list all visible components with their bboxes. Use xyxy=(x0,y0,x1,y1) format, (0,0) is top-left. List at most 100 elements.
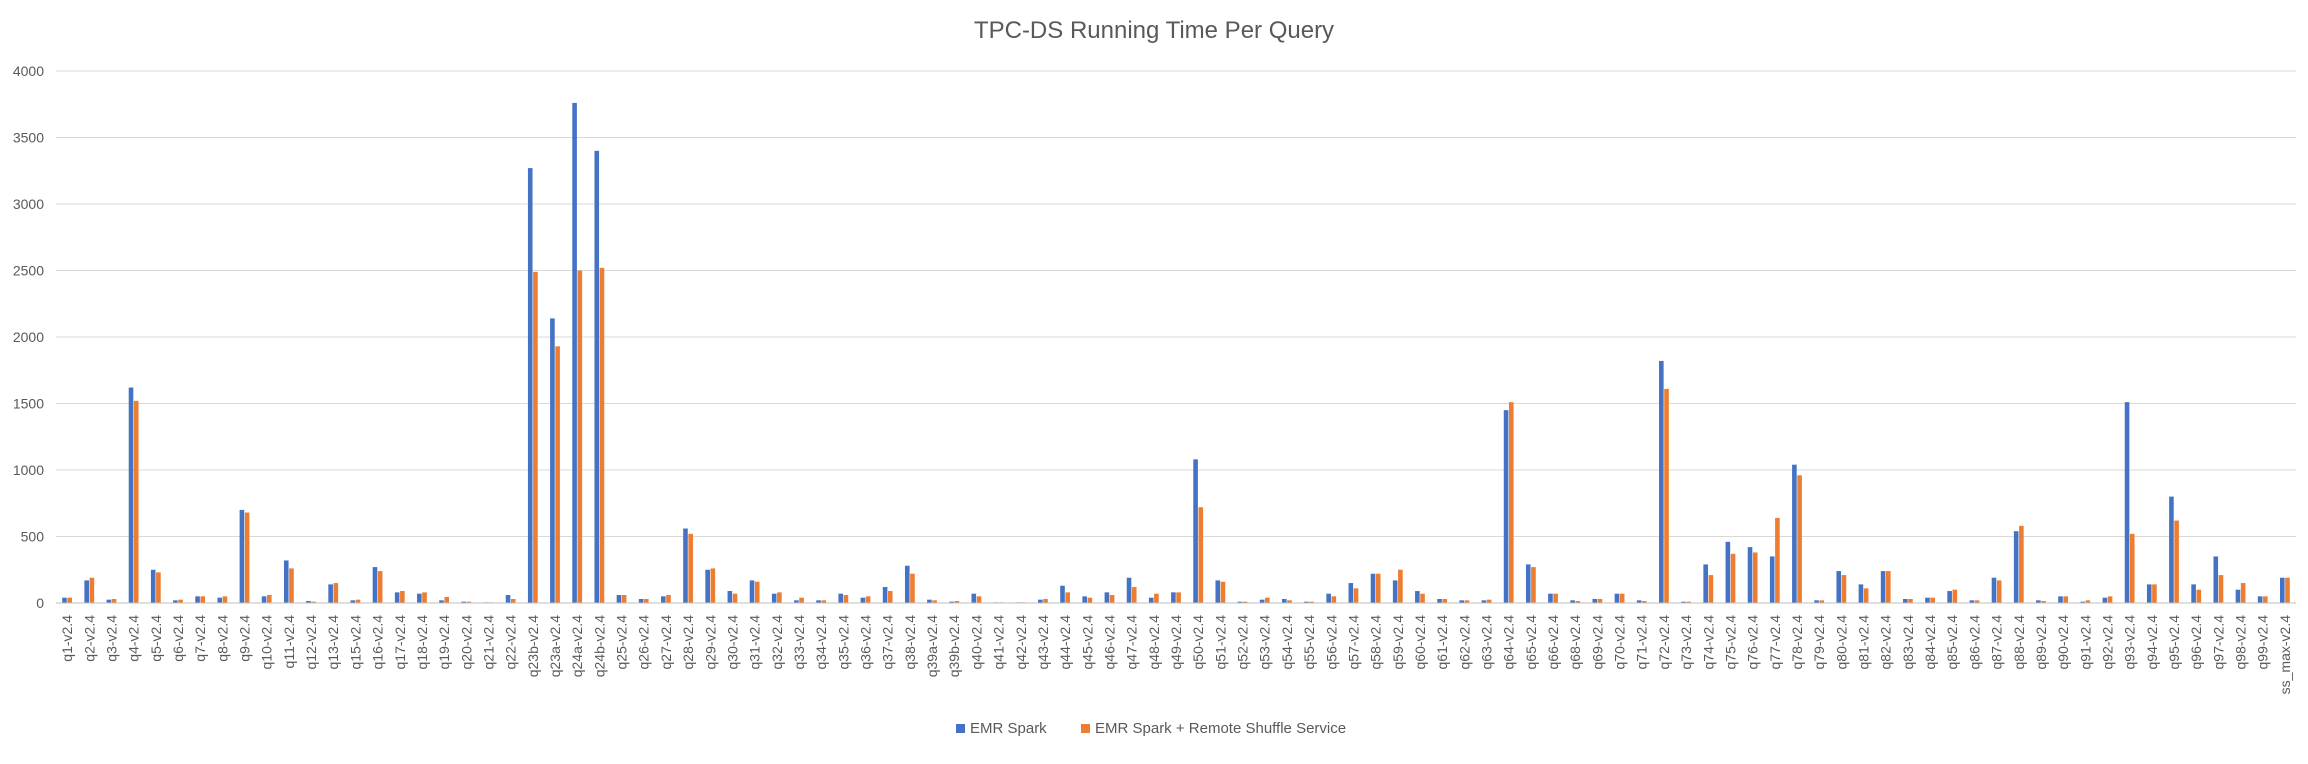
bar-emr-spark-q57-v2.4 xyxy=(1348,583,1354,603)
bar-emr-spark-q17-v2.4 xyxy=(394,592,400,603)
legend-swatch xyxy=(956,724,965,733)
x-tick-label: q32-v2.4 xyxy=(769,615,785,670)
bar-emr-spark-q2-v2.4 xyxy=(84,580,89,603)
bar-emr-spark-q74-v2.4 xyxy=(1703,564,1708,603)
bar-emr-spark-rss-q71-v2.4 xyxy=(1642,601,1647,603)
bar-emr-spark-rss-q74-v2.4 xyxy=(1708,575,1714,603)
x-tick-label: q58-v2.4 xyxy=(1368,615,1384,670)
bar-emr-spark-q38-v2.4 xyxy=(904,565,910,603)
bar-emr-spark-q30-v2.4 xyxy=(727,591,733,603)
bar-emr-spark-rss-q47-v2.4 xyxy=(1131,587,1137,603)
bar-emr-spark-rss-q51-v2.4 xyxy=(1220,581,1226,603)
bar-emr-spark-q23a-v2.4 xyxy=(550,318,555,603)
bar-emr-spark-rss-q91-v2.4 xyxy=(2085,600,2091,603)
bar-emr-spark-rss-q98-v2.4 xyxy=(2240,583,2246,603)
bar-emr-spark-rss-q78-v2.4 xyxy=(1797,475,1802,603)
x-tick-label: q99-v2.4 xyxy=(2255,615,2271,670)
bar-emr-spark-q43-v2.4 xyxy=(1038,599,1043,603)
bar-emr-spark-q75-v2.4 xyxy=(1725,541,1731,603)
y-tick-label: 2000 xyxy=(13,329,44,345)
bar-emr-spark-q27-v2.4 xyxy=(661,596,666,603)
bar-emr-spark-rss-q89-v2.4 xyxy=(2041,601,2046,603)
x-tick-label: q88-v2.4 xyxy=(2011,615,2027,670)
bar-emr-spark-rss-q23b-v2.4 xyxy=(533,271,538,603)
bar-emr-spark-q10-v2.4 xyxy=(261,596,267,603)
bar-emr-spark-rss-q52-v2.4 xyxy=(1242,601,1248,603)
bar-emr-spark-rss-q76-v2.4 xyxy=(1752,552,1758,603)
bar-emr-spark-rss-q68-v2.4 xyxy=(1575,601,1581,603)
bar-emr-spark-q19-v2.4 xyxy=(439,600,444,603)
bar-emr-spark-q96-v2.4 xyxy=(2191,584,2196,603)
bar-emr-spark-rss-q28-v2.4 xyxy=(688,533,693,603)
x-tick-label: q43-v2.4 xyxy=(1035,615,1051,670)
x-tick-label: q49-v2.4 xyxy=(1168,615,1184,670)
bar-emr-spark-q70-v2.4 xyxy=(1614,593,1620,603)
bar-emr-spark-ss_max-v2.4 xyxy=(2280,577,2285,603)
bar-emr-spark-q62-v2.4 xyxy=(1459,600,1465,603)
bar-emr-spark-rss-q6-v2.4 xyxy=(178,599,183,603)
bar-emr-spark-q31-v2.4 xyxy=(749,580,755,603)
x-tick-label: q13-v2.4 xyxy=(325,615,341,670)
bar-emr-spark-q50-v2.4 xyxy=(1193,459,1198,603)
bar-emr-spark-q39a-v2.4 xyxy=(927,599,932,603)
bar-emr-spark-rss-q39b-v2.4 xyxy=(954,601,960,603)
x-tick-label: q65-v2.4 xyxy=(1523,615,1539,670)
bar-emr-spark-rss-q57-v2.4 xyxy=(1353,588,1359,603)
x-tick-label: q59-v2.4 xyxy=(1390,615,1406,670)
x-tick-label: q86-v2.4 xyxy=(1966,615,1982,670)
bar-emr-spark-rss-q31-v2.4 xyxy=(754,581,760,603)
x-tick-label: q39a-v2.4 xyxy=(924,615,940,677)
bar-emr-spark-q82-v2.4 xyxy=(1880,571,1886,603)
bar-emr-spark-rss-q56-v2.4 xyxy=(1331,596,1337,603)
bar-emr-spark-rss-q7-v2.4 xyxy=(200,596,206,603)
x-tick-label: q89-v2.4 xyxy=(2033,615,2049,670)
bar-emr-spark-rss-q49-v2.4 xyxy=(1176,592,1181,603)
x-tick-label: q38-v2.4 xyxy=(902,615,918,670)
x-tick-label: q53-v2.4 xyxy=(1257,615,1273,670)
bar-emr-spark-rss-q45-v2.4 xyxy=(1087,597,1093,603)
bar-emr-spark-rss-q5-v2.4 xyxy=(156,572,161,603)
bar-emr-spark-q84-v2.4 xyxy=(1925,597,1930,603)
x-tick-label: q27-v2.4 xyxy=(658,615,674,670)
bar-emr-spark-rss-q22-v2.4 xyxy=(510,599,516,603)
bar-emr-spark-rss-q79-v2.4 xyxy=(1819,600,1825,603)
x-tick-label: q90-v2.4 xyxy=(2055,615,2071,670)
bar-emr-spark-rss-q53-v2.4 xyxy=(1265,597,1270,603)
bar-emr-spark-q24a-v2.4 xyxy=(572,102,577,604)
x-tick-label: q6-v2.4 xyxy=(170,615,186,662)
x-tick-label: q69-v2.4 xyxy=(1589,615,1605,670)
bar-emr-spark-rss-q65-v2.4 xyxy=(1531,567,1536,603)
bar-emr-spark-rss-q16-v2.4 xyxy=(377,571,383,603)
bar-emr-spark-q18-v2.4 xyxy=(417,593,422,603)
bar-emr-spark-q88-v2.4 xyxy=(2013,531,2019,603)
x-tick-label: q83-v2.4 xyxy=(1900,615,1916,670)
bar-emr-spark-rss-q17-v2.4 xyxy=(400,591,405,603)
bar-emr-spark-rss-q75-v2.4 xyxy=(1730,553,1736,603)
bar-emr-spark-rss-q92-v2.4 xyxy=(2107,596,2113,603)
bar-emr-spark-rss-q94-v2.4 xyxy=(2152,584,2157,603)
x-tick-label: q87-v2.4 xyxy=(1989,615,2005,670)
bar-emr-spark-rss-q90-v2.4 xyxy=(2063,596,2069,603)
x-tick-label: q5-v2.4 xyxy=(148,615,164,662)
bar-emr-spark-q6-v2.4 xyxy=(173,600,178,603)
bar-emr-spark-rss-q25-v2.4 xyxy=(621,595,627,603)
x-tick-label: q93-v2.4 xyxy=(2122,615,2138,670)
bar-emr-spark-q86-v2.4 xyxy=(1969,600,1975,603)
bar-emr-spark-rss-q58-v2.4 xyxy=(1375,573,1381,603)
bar-emr-spark-rss-q99-v2.4 xyxy=(2263,596,2268,603)
bar-emr-spark-rss-q19-v2.4 xyxy=(444,597,450,603)
bar-emr-spark-q37-v2.4 xyxy=(882,587,888,603)
y-axis-ticks: 0 500 1000 1500 2000 2500 3000 3500 4000 xyxy=(13,63,44,611)
x-tick-label: q91-v2.4 xyxy=(2077,615,2093,670)
bar-emr-spark-q92-v2.4 xyxy=(2102,597,2108,603)
gridlines xyxy=(56,70,2296,537)
x-tick-label: q23a-v2.4 xyxy=(547,615,563,677)
bar-emr-spark-rss-q39a-v2.4 xyxy=(932,600,937,603)
bar-emr-spark-q24b-v2.4 xyxy=(594,150,600,604)
x-tick-label: q41-v2.4 xyxy=(991,615,1007,670)
x-tick-label: q12-v2.4 xyxy=(303,615,319,670)
x-tick-label: q22-v2.4 xyxy=(503,615,519,670)
x-tick-label: q19-v2.4 xyxy=(436,615,452,670)
bar-emr-spark-q44-v2.4 xyxy=(1060,585,1065,603)
